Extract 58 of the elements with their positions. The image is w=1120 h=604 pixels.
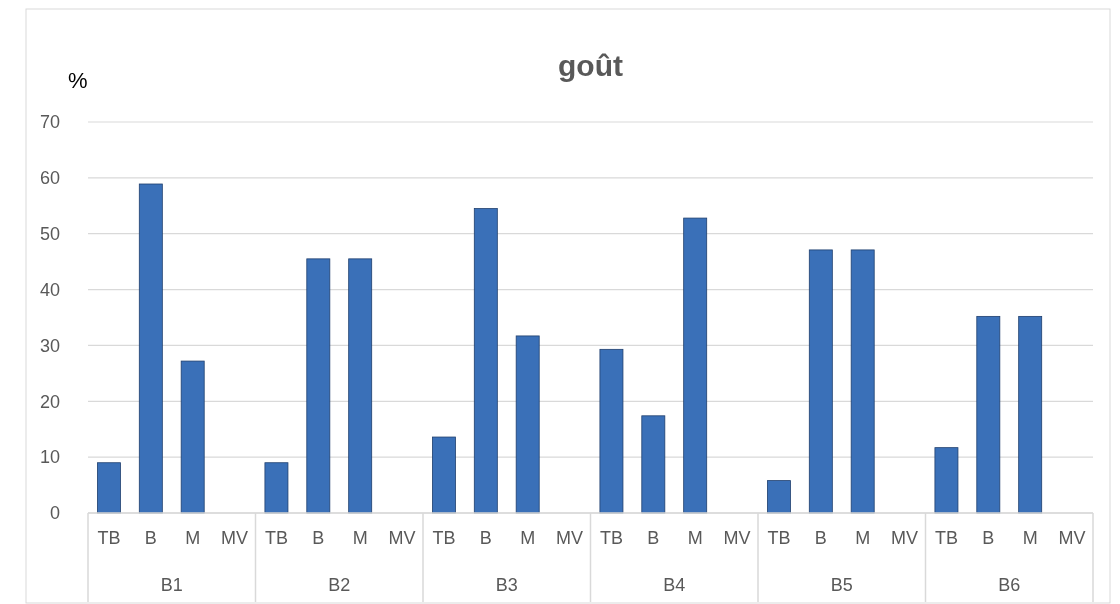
bar bbox=[306, 258, 331, 514]
y-tick-label: 50 bbox=[39, 224, 60, 245]
y-tick-label: 40 bbox=[39, 279, 60, 300]
bar bbox=[767, 480, 791, 514]
x-tick-label: TB bbox=[97, 528, 121, 548]
y-axis-title: % bbox=[68, 68, 88, 93]
bar bbox=[683, 217, 708, 514]
bar bbox=[515, 335, 540, 514]
y-tick-label: 0 bbox=[49, 503, 60, 524]
x-tick-label: B bbox=[479, 528, 492, 548]
y-tick-label: 20 bbox=[39, 391, 60, 412]
text: B2 bbox=[328, 575, 351, 595]
x-tick-label: TB bbox=[767, 528, 791, 548]
x-tick-label: MV bbox=[221, 528, 249, 548]
x-tick-label: B bbox=[814, 528, 827, 548]
bar bbox=[348, 258, 373, 514]
x-tick-label: MV bbox=[891, 528, 919, 548]
bar bbox=[850, 249, 875, 514]
bar bbox=[976, 315, 1001, 514]
x-tick-label: TB bbox=[934, 528, 958, 548]
text: B4 bbox=[663, 575, 686, 595]
x-tick-label: M bbox=[855, 528, 871, 548]
text: B3 bbox=[495, 575, 518, 595]
x-tick-label: TB bbox=[599, 528, 623, 548]
text: B5 bbox=[830, 575, 853, 595]
x-tick-label: MV bbox=[556, 528, 584, 548]
bar bbox=[473, 208, 498, 514]
x-tick-label: MV bbox=[1058, 528, 1086, 548]
x-tick-label: M bbox=[352, 528, 368, 548]
bar bbox=[180, 360, 205, 514]
x-tick-label: B bbox=[144, 528, 157, 548]
x-tick-label: MV bbox=[723, 528, 751, 548]
chart-title: goût bbox=[558, 49, 623, 82]
x-tick-label: TB bbox=[432, 528, 456, 548]
x-tick-label: B bbox=[982, 528, 995, 548]
x-tick-label: M bbox=[520, 528, 536, 548]
bar bbox=[641, 415, 666, 514]
bar bbox=[599, 348, 624, 514]
bar bbox=[432, 436, 456, 514]
bar bbox=[808, 249, 833, 514]
bar bbox=[934, 447, 959, 514]
x-tick-label: M bbox=[185, 528, 201, 548]
x-tick-label: TB bbox=[264, 528, 288, 548]
y-tick-label: 10 bbox=[39, 447, 60, 468]
y-tick-label: 70 bbox=[39, 112, 60, 133]
bar bbox=[97, 462, 121, 514]
text: B1 bbox=[160, 575, 183, 595]
bar bbox=[264, 462, 289, 514]
y-tick-label: 30 bbox=[39, 335, 60, 356]
bar bbox=[138, 183, 163, 514]
x-tick-label: MV bbox=[388, 528, 416, 548]
x-tick-label: M bbox=[1022, 528, 1038, 548]
bar bbox=[1018, 315, 1043, 514]
y-tick-label: 60 bbox=[39, 168, 60, 189]
x-tick-label: B bbox=[647, 528, 660, 548]
x-tick-label: M bbox=[687, 528, 703, 548]
x-tick-label: B bbox=[312, 528, 325, 548]
text: B6 bbox=[998, 575, 1021, 595]
